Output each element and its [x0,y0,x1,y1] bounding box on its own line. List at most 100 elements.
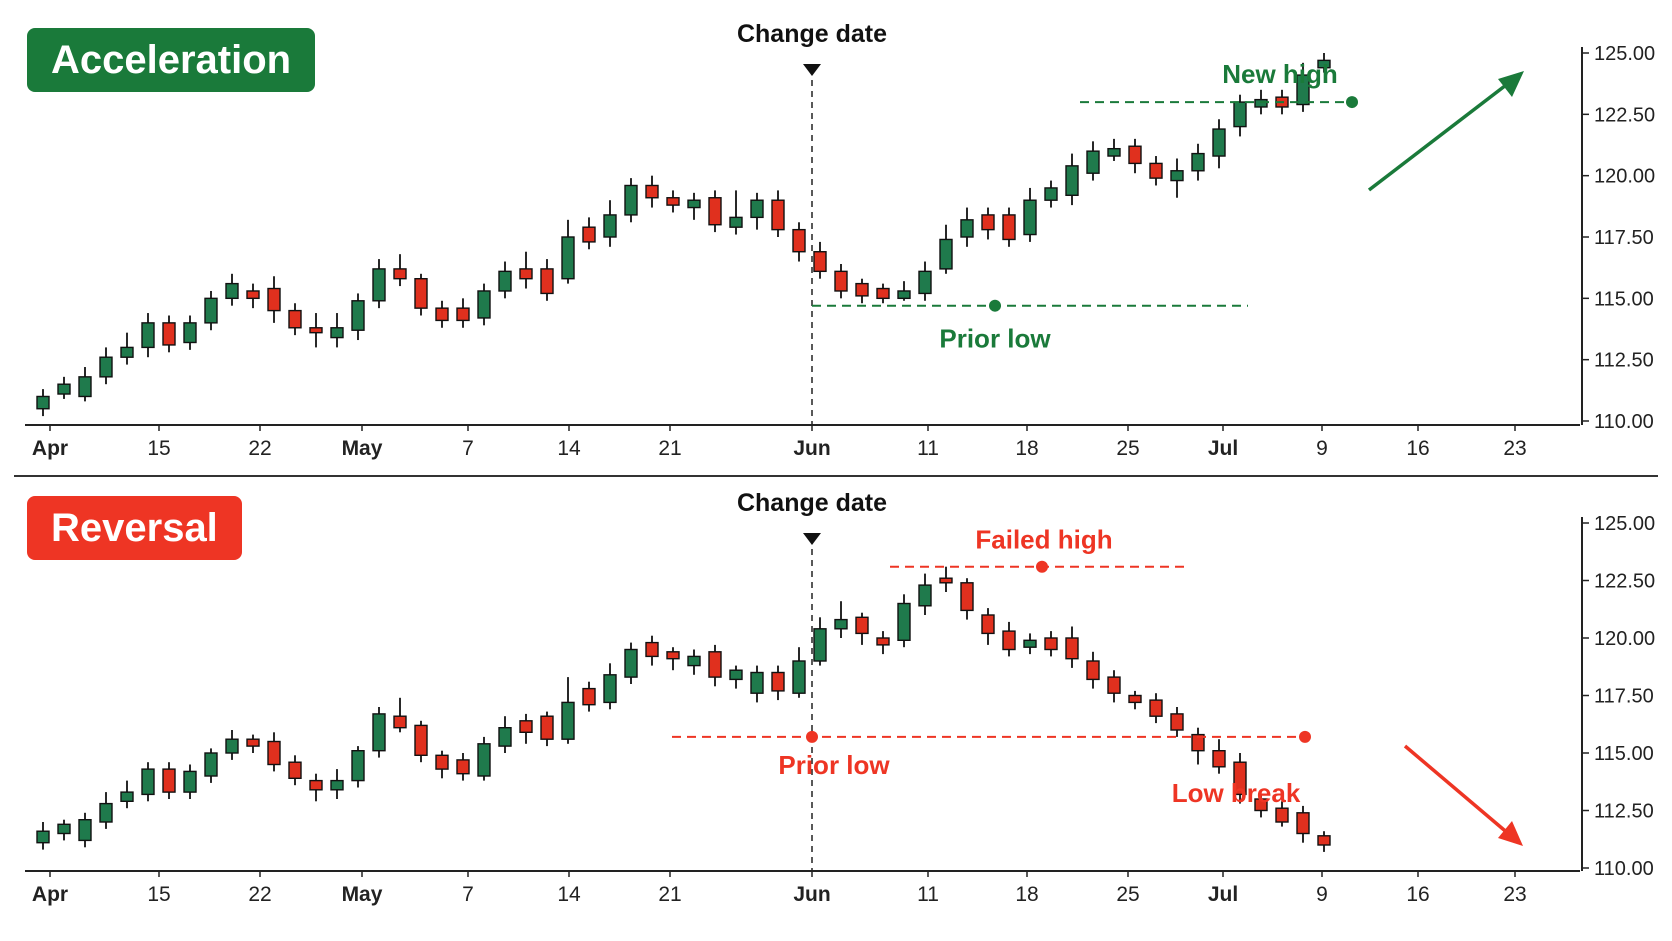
candle-body-down [939,577,953,584]
candle-body-down [1002,630,1016,651]
x-tick-label: 14 [557,883,581,906]
x-tick-label: Jul [1208,437,1238,460]
y-tick-label: 122.50 [1594,104,1655,126]
candle-body-down [1212,750,1226,768]
x-tick-label: 22 [248,883,271,906]
candle-body-up [750,199,764,219]
candle-body-up [477,290,491,319]
candle-body-up [204,752,218,777]
candle-body-up [1212,128,1226,157]
y-tick-label: 120.00 [1594,628,1655,650]
candle-body-down [1317,835,1331,846]
prior-low-dot [989,299,1001,312]
reversal-panel: 125.00 122.50 120.00 117.50 115.00 112.50 110.… [0,478,1672,941]
candle-body-up [141,322,155,349]
candle-body-up [225,738,239,754]
candle-body-up [1086,150,1100,174]
candle-body-down [288,309,302,329]
candle-body-down [246,290,260,300]
x-tick-label: 15 [147,883,170,906]
candle-body-up [99,802,113,823]
candle-body-down [855,282,869,297]
prior-low-dot [806,730,818,743]
candle-body-up [477,743,491,777]
candle-body-up [561,236,575,280]
candle-body-down [309,779,323,791]
candle-body-down [519,720,533,734]
y-tick-label: 115.00 [1594,288,1654,310]
change-date-marker [803,64,821,76]
y-tick-label: 110.00 [1594,858,1654,880]
candle-body-up [1233,101,1247,128]
candle-body-down [708,651,722,678]
candle-body-up [918,270,932,295]
candle-body-up [1044,187,1058,201]
x-tick-label: 22 [248,437,271,460]
x-tick-label: 14 [557,437,581,460]
candle-body-down [1065,637,1079,660]
x-tick-label: 9 [1316,437,1328,460]
y-tick-label: 120.00 [1594,166,1655,188]
change-date-label: Change date [737,20,887,48]
x-tick-label: 9 [1316,883,1328,906]
prior-low-label: Prior low [939,324,1051,354]
candle-body-up [1296,74,1310,106]
candle-body-up [750,671,764,694]
y-tick-label: 117.50 [1594,227,1654,249]
y-tick-label: 117.50 [1594,686,1654,708]
trend-arrow-shaft [1403,744,1512,837]
candle-body-up [78,376,92,398]
candle-body-down [267,287,281,312]
candle-body-down [1149,699,1163,717]
x-tick-label: 16 [1406,437,1429,460]
prior-low-label: Prior low [778,750,890,780]
candle-body-up [99,356,113,378]
x-tick-label: 23 [1503,437,1526,460]
candle-body-up [1254,98,1268,108]
candle-body-up [498,726,512,747]
candle-body-down [456,759,470,775]
x-tick-label: 7 [462,437,474,460]
candle-body-down [414,724,428,756]
candle-body-down [1296,812,1310,835]
change-date-label: Change date [737,489,887,517]
candle-body-up [351,300,365,331]
y-tick-label: 122.50 [1594,571,1655,593]
candle-body-down [414,278,428,309]
acceleration-panel: 125.00 122.50 120.00 117.50 115.00 112.50 110.… [25,20,1655,460]
x-tick-label: 7 [462,883,474,906]
candle-body-up [36,395,50,410]
candle-body-down [1086,660,1100,681]
candle-body-up [603,674,617,704]
acceleration-title-badge: Acceleration [27,28,316,92]
candle-body-up [330,327,344,339]
candle-body-up [897,602,911,641]
candle-body-up [1107,147,1121,157]
failed-high-dot [1036,560,1048,573]
candle-body-up [792,660,806,694]
candle-body-down [645,184,659,199]
candle-body-down [1149,162,1163,179]
candle-body-down [162,768,176,793]
candle-body-down [1191,733,1205,752]
candle-body-down [771,671,785,692]
candle-body-up [141,768,155,796]
x-tick-label: 23 [1503,883,1526,906]
new-high-label: New high [1222,59,1338,89]
candle-body-down [1107,676,1121,694]
candle-body-down [666,197,680,206]
x-tick-label: Jun [793,883,830,906]
candle-body-down [876,287,890,300]
candle-body-up [813,628,827,662]
candle-body-down [645,641,659,658]
y-tick-label: 112.50 [1594,801,1654,823]
candle-body-up [897,290,911,300]
candle-body-up [1170,170,1184,182]
candle-body-up [120,791,134,803]
candle-body-down [519,268,533,280]
candle-body-up [36,830,50,844]
candle-body-down [834,270,848,292]
trend-arrow-head [1498,821,1523,846]
candle-body-down [666,651,680,660]
candle-body-down [582,687,596,706]
